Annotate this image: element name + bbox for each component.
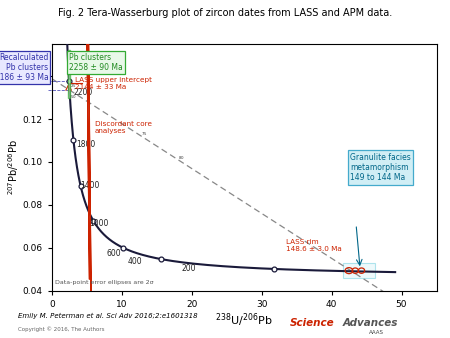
Text: Discordant core
analyses: Discordant core analyses bbox=[95, 121, 152, 134]
Text: $_{25}$: $_{25}$ bbox=[70, 83, 77, 90]
Text: $_{50}$: $_{50}$ bbox=[70, 94, 77, 101]
Text: 1000: 1000 bbox=[89, 219, 108, 227]
Text: 600: 600 bbox=[106, 249, 121, 258]
Text: AAAS: AAAS bbox=[369, 330, 384, 335]
FancyBboxPatch shape bbox=[68, 50, 70, 98]
Text: Recalculated
Pb clusters
2186 ± 93 Ma: Recalculated Pb clusters 2186 ± 93 Ma bbox=[0, 52, 48, 82]
X-axis label: $^{238}$U/$^{206}$Pb: $^{238}$U/$^{206}$Pb bbox=[216, 312, 273, 329]
Text: 2200: 2200 bbox=[73, 88, 93, 97]
Y-axis label: $^{207}$Pb/$^{206}$Pb: $^{207}$Pb/$^{206}$Pb bbox=[6, 140, 21, 195]
Text: LASS upper intercept
2144 ± 33 Ma: LASS upper intercept 2144 ± 33 Ma bbox=[75, 77, 152, 90]
Text: 400: 400 bbox=[127, 257, 142, 266]
Text: Pb clusters
2258 ± 90 Ma: Pb clusters 2258 ± 90 Ma bbox=[69, 52, 123, 72]
Text: Science: Science bbox=[290, 318, 335, 328]
Text: $_{75}$: $_{75}$ bbox=[141, 131, 147, 139]
Text: Data-point error ellipses are 2σ: Data-point error ellipses are 2σ bbox=[55, 280, 154, 285]
Text: Emily M. Peterman et al. Sci Adv 2016;2:e1601318: Emily M. Peterman et al. Sci Adv 2016;2:… bbox=[18, 313, 198, 319]
Text: Copyright © 2016, The Authors: Copyright © 2016, The Authors bbox=[18, 326, 104, 332]
Text: $_{80}$: $_{80}$ bbox=[178, 155, 185, 162]
Text: 1800: 1800 bbox=[76, 140, 95, 149]
Text: Advances: Advances bbox=[343, 318, 398, 328]
Text: Fig. 2 Tera-Wasserburg plot of zircon dates from LASS and APM data.: Fig. 2 Tera-Wasserburg plot of zircon da… bbox=[58, 8, 392, 19]
Text: Granulite facies
metamorphism
149 to 144 Ma: Granulite facies metamorphism 149 to 144… bbox=[350, 152, 411, 182]
Text: LASS rim
148.6 ± 3.0 Ma: LASS rim 148.6 ± 3.0 Ma bbox=[286, 239, 342, 252]
Text: 1400: 1400 bbox=[81, 182, 100, 191]
FancyBboxPatch shape bbox=[343, 263, 375, 278]
Text: 200: 200 bbox=[181, 264, 196, 273]
